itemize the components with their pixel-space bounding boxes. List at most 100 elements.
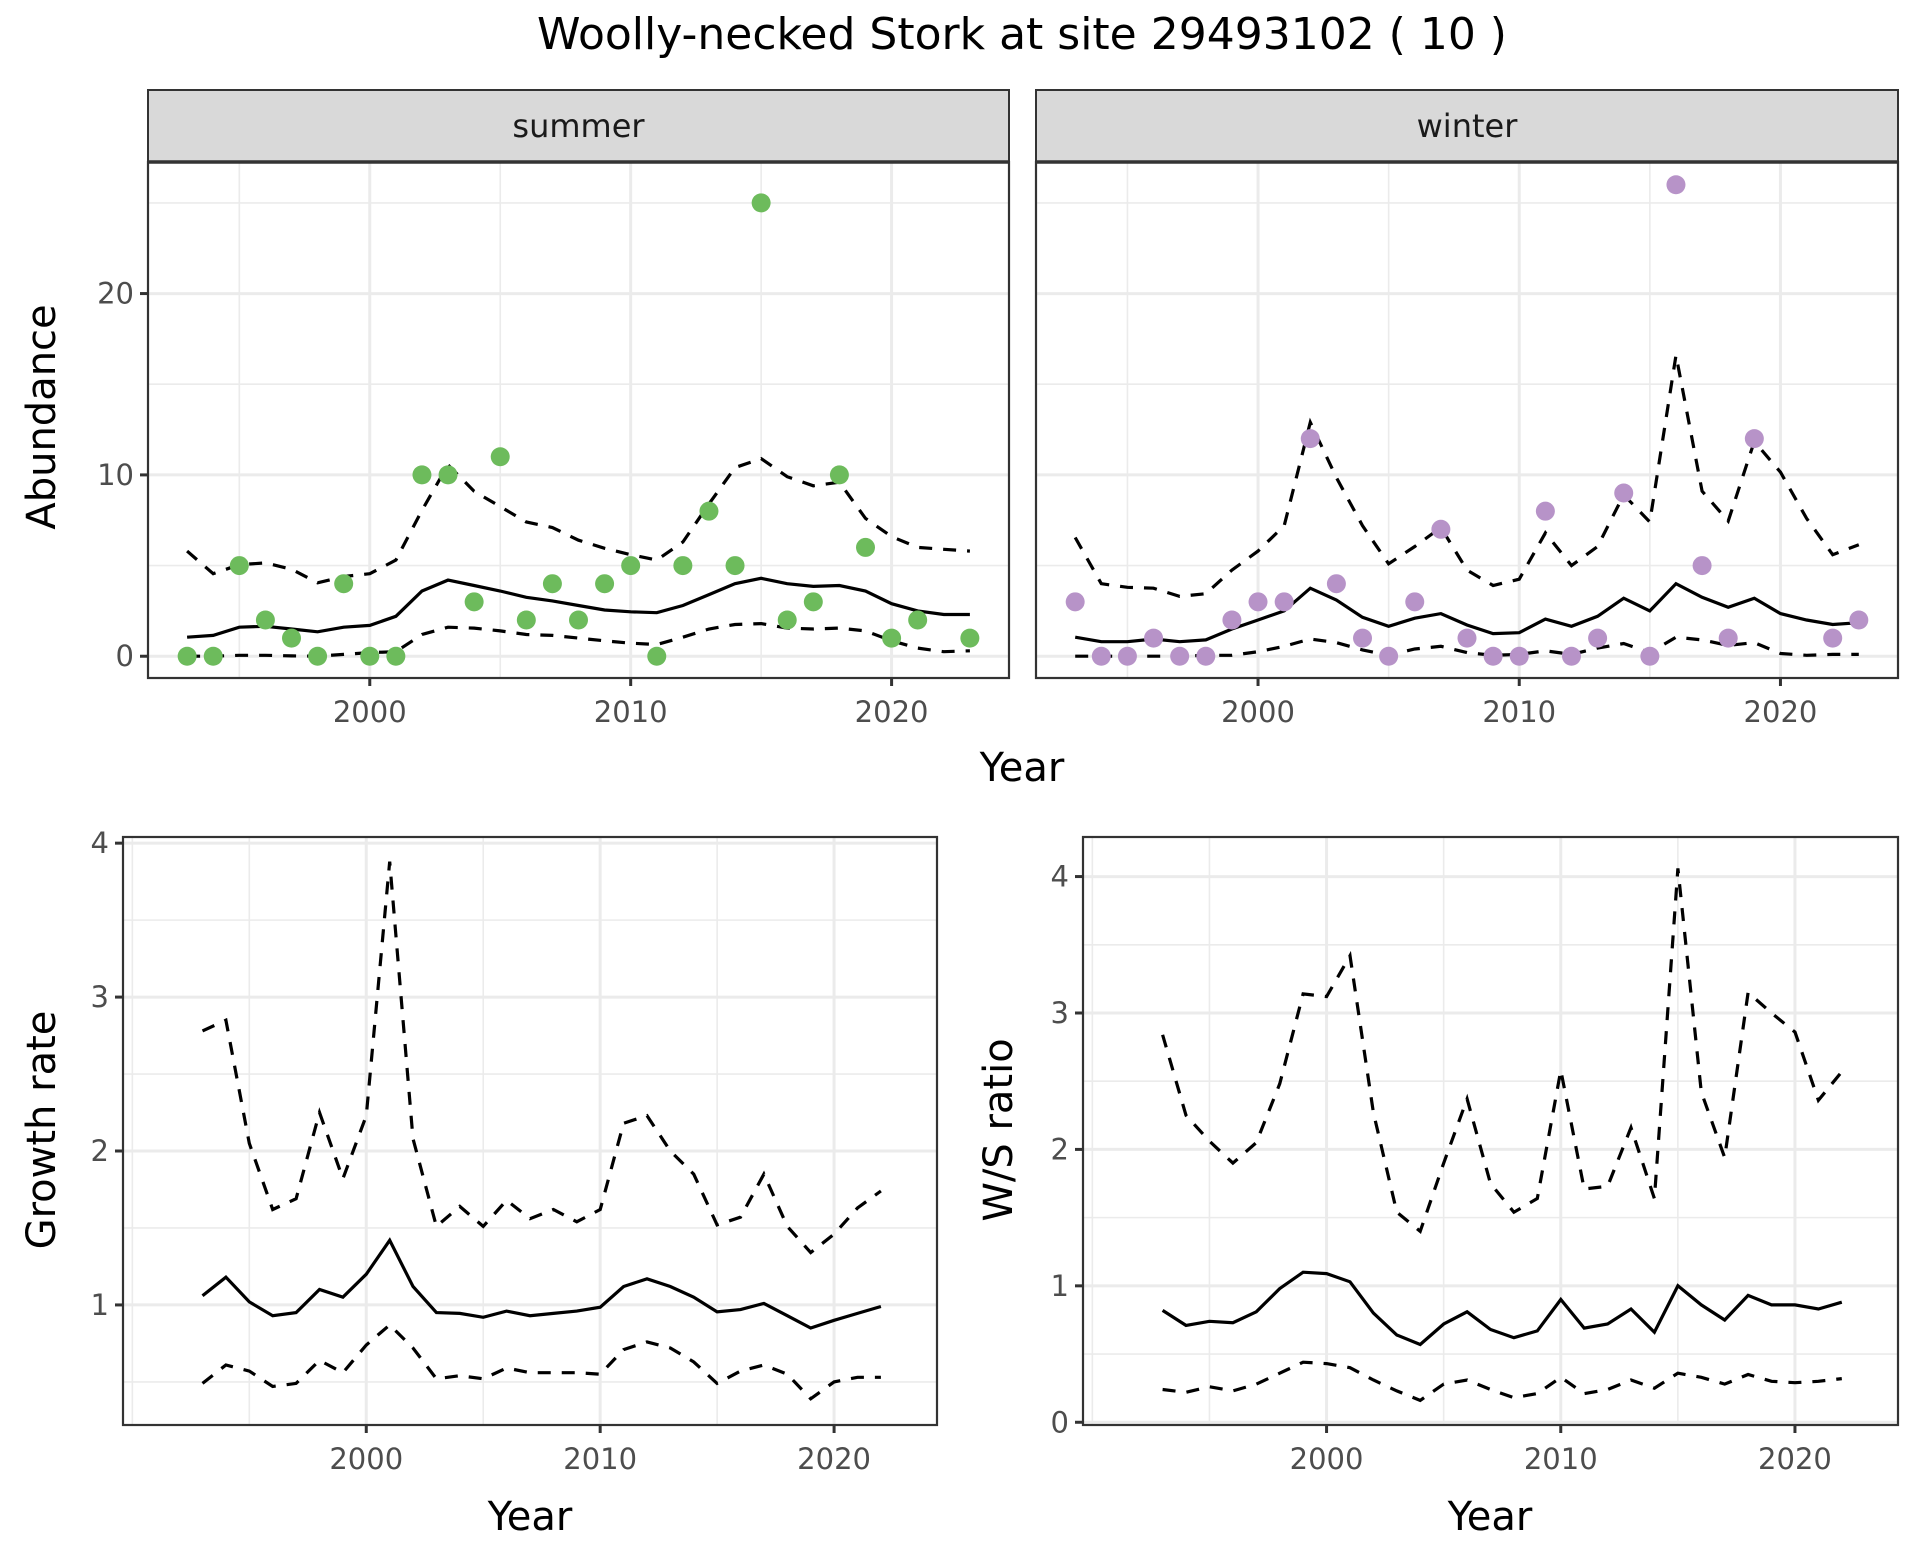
data-point <box>1457 628 1477 648</box>
gridlines <box>1083 837 1898 1425</box>
x-tick-label: 2010 <box>1524 1442 1598 1476</box>
y-axis-title-ws: W/S ratio <box>976 1038 1022 1221</box>
data-point <box>1744 429 1764 449</box>
mean-line <box>1074 581 1859 644</box>
data-point <box>647 646 667 666</box>
data-point <box>1535 501 1555 521</box>
data-point <box>882 628 902 648</box>
data-point <box>595 574 615 594</box>
series-layer <box>1161 868 1844 1403</box>
x-tick-label: 2020 <box>797 1442 871 1476</box>
panel-background <box>1036 163 1898 678</box>
data-point <box>464 592 484 612</box>
data-point <box>1588 628 1608 648</box>
series-layer <box>177 193 980 666</box>
data-point <box>438 465 458 485</box>
data-point <box>1718 628 1738 648</box>
panel-border <box>1081 835 1900 1427</box>
y-tick-label: 2 <box>1051 1132 1069 1166</box>
x-axis-title-ws: Year <box>1447 1494 1533 1540</box>
data-point <box>412 465 432 485</box>
axes: 2000 2010 2020 <box>1036 160 1898 729</box>
facet-label-winter: winter <box>1417 107 1519 145</box>
data-point <box>282 628 301 648</box>
data-point <box>229 556 249 576</box>
data-point <box>177 646 197 666</box>
x-tick-label: 2000 <box>329 1442 403 1476</box>
data-point <box>542 574 562 594</box>
data-point <box>1065 592 1085 612</box>
x-tick-label: 2000 <box>333 695 407 729</box>
data-point <box>516 610 536 630</box>
data-point <box>751 193 771 213</box>
data-point <box>1431 519 1451 539</box>
data-point <box>1561 646 1581 666</box>
data-point <box>1353 628 1373 648</box>
upper-ci-line <box>201 861 882 1255</box>
data-point <box>621 556 641 576</box>
mean-line <box>201 1237 882 1330</box>
data-point <box>308 646 328 666</box>
gridlines <box>123 837 937 1425</box>
y-tick-label: 20 <box>97 277 134 311</box>
data-point <box>1196 646 1216 666</box>
x-tick-label: 2020 <box>855 695 929 729</box>
y-tick-label: 4 <box>91 826 109 860</box>
data-point <box>203 646 223 666</box>
data-point <box>1222 610 1242 630</box>
data-point <box>1849 610 1869 630</box>
x-tick-label: 2010 <box>594 695 668 729</box>
y-tick-label: 10 <box>97 458 134 492</box>
y-tick-label: 1 <box>91 1288 109 1322</box>
y-tick-label: 2 <box>91 1134 109 1168</box>
data-point <box>1248 592 1268 612</box>
data-point <box>360 646 380 666</box>
gridlines <box>1036 163 1898 678</box>
x-tick-label: 2000 <box>1221 695 1295 729</box>
y-tick-label: 4 <box>1051 860 1069 894</box>
axes: 2000 2010 2020 1 2 3 4 <box>91 826 871 1476</box>
data-point <box>1666 175 1686 195</box>
data-point <box>1379 646 1399 666</box>
x-tick-label: 2020 <box>1744 695 1818 729</box>
data-point <box>803 592 823 612</box>
chart-title: Woolly-necked Stork at site 29493102 ( 1… <box>537 9 1507 60</box>
data-point <box>1483 646 1503 666</box>
data-point <box>1823 628 1843 648</box>
data-point <box>1692 556 1712 576</box>
data-point <box>1144 628 1164 648</box>
data-point <box>1405 592 1425 612</box>
panel-background <box>1083 837 1898 1425</box>
x-tick-label: 2010 <box>1482 695 1556 729</box>
data-point <box>386 646 406 666</box>
facet-strip-winter <box>1035 89 1899 163</box>
panel-border <box>121 835 939 1427</box>
data-point <box>1091 646 1111 666</box>
y-tick-label: 3 <box>91 980 109 1014</box>
data-point <box>960 628 980 648</box>
facet-label-summer: summer <box>512 107 645 145</box>
x-axis-title-growth: Year <box>487 1494 573 1540</box>
upper-ci-line <box>1073 354 1860 599</box>
series-layer <box>201 861 882 1401</box>
data-point <box>1509 646 1529 666</box>
upper-ci-line <box>1161 868 1844 1234</box>
x-tick-label: 2000 <box>1290 1442 1364 1476</box>
lower-ci-line <box>1162 1360 1842 1403</box>
y-tick-label: 0 <box>1051 1405 1069 1439</box>
data-point <box>334 574 354 594</box>
mean-line <box>186 576 970 639</box>
data-point <box>829 465 849 485</box>
axes: 2000 2010 2020 0 10 20 <box>97 160 1009 729</box>
x-tick-label: 2020 <box>1758 1442 1832 1476</box>
lower-ci-line <box>201 1322 881 1401</box>
data-point <box>908 610 928 630</box>
panel-abundance-winter: winter 2000 2010 2020 <box>1034 89 1900 729</box>
y-tick-label: 1 <box>1051 1269 1069 1303</box>
mean-line <box>1161 1270 1843 1347</box>
axes: 2000 2010 2020 0 1 2 3 4 <box>1051 860 1832 1476</box>
series-layer <box>1065 175 1869 666</box>
data-point <box>699 501 719 521</box>
panel-background <box>123 837 937 1425</box>
data-point <box>1300 429 1320 449</box>
